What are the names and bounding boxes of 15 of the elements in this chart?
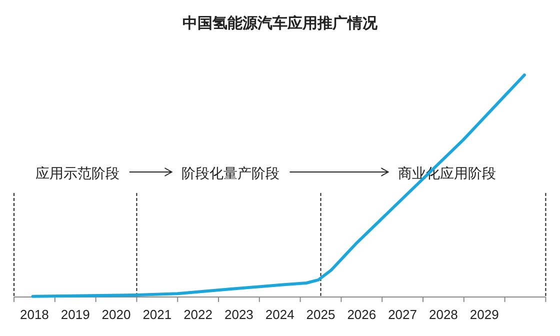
x-tick-label: 2025 [306,307,336,322]
x-tick-label: 2023 [224,307,254,322]
x-tick-label: 2022 [184,307,212,322]
x-tick-label: 2028 [429,307,458,322]
annotation: 应用示范阶段 [35,165,120,181]
x-tick-label: 2026 [347,307,376,322]
x-tick-label: 2018 [20,307,49,322]
x-tick-label: 2029 [470,307,499,322]
title: 中国氢能源汽车应用推广情况 [182,15,378,32]
x-tick-label: 2021 [142,307,172,322]
annotation: 阶段化量产阶段 [182,165,280,181]
x-tick-label: 2024 [265,307,294,322]
x-tick-label: 2027 [388,307,417,322]
x-tick-label: 2019 [60,307,90,322]
x-tick-label: 2020 [102,307,131,322]
